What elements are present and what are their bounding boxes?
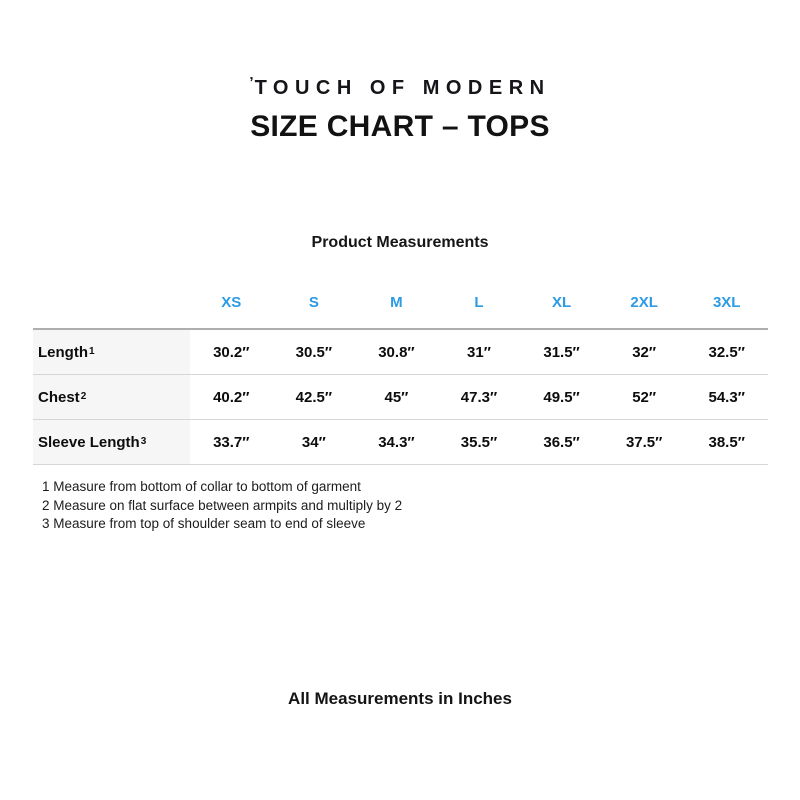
header-cell-m: M: [390, 293, 403, 311]
cell-chest-m: 45″: [384, 388, 409, 406]
size-table: XS S M L XL 2XL 3XL Length 1 30.2″ 30.5″ …: [33, 291, 768, 465]
header-cell-2xl: 2XL: [630, 293, 658, 311]
brand-logo: ’TOUCH OF MODERN: [0, 70, 800, 101]
row-label-text: Length: [38, 343, 88, 361]
logo-mark-icon: ’: [249, 74, 254, 91]
header-cell-xs: XS: [221, 293, 242, 311]
cell-length-l: 31″: [467, 343, 491, 361]
cell-length-s: 30.5″: [295, 343, 333, 361]
table-row-length: Length 1 30.2″ 30.5″ 30.8″ 31″ 31.5″ 32″ …: [33, 330, 768, 375]
cell-chest-xl: 49.5″: [543, 388, 580, 406]
header-cell-3xl: 3XL: [712, 293, 741, 311]
cell-chest-3xl: 54.3″: [708, 388, 745, 406]
cell-sleeve-2xl: 37.5″: [625, 433, 663, 451]
row-label-text: Chest: [38, 388, 80, 406]
footnote-line-1: 1 Measure from bottom of collar to botto…: [42, 479, 361, 494]
cell-sleeve-m: 34.3″: [378, 433, 415, 451]
row-label-length: Length 1: [33, 330, 190, 374]
size-table-body: Length 1 30.2″ 30.5″ 30.8″ 31″ 31.5″ 32″ …: [33, 328, 768, 465]
cell-sleeve-s: 34″: [301, 433, 326, 451]
units-note: All Measurements in Inches: [288, 689, 512, 708]
cell-sleeve-l: 35.5″: [460, 433, 498, 451]
cell-length-xs: 30.2″: [213, 343, 250, 361]
logo-text: TOUCH OF MODERN: [254, 77, 551, 99]
footnote-line-3: 3 Measure from top of shoulder seam to e…: [42, 516, 366, 531]
cell-sleeve-xl: 36.5″: [543, 433, 580, 451]
table-row-chest: Chest 2 40.2″ 42.5″ 45″ 47.3″ 49.5″ 52″ 5…: [33, 375, 768, 420]
cell-chest-xs: 40.2″: [213, 388, 250, 406]
cell-length-2xl: 32″: [632, 343, 657, 361]
header-cell-xl: XL: [551, 293, 572, 311]
header-cell-s: S: [308, 293, 319, 311]
cell-length-3xl: 32.5″: [708, 343, 745, 361]
row-label-text: Sleeve Length: [38, 433, 140, 451]
cell-chest-l: 47.3″: [460, 388, 498, 406]
header-cell-l: L: [474, 293, 484, 311]
size-table-header-row: XS S M L XL 2XL 3XL: [33, 291, 768, 313]
row-label-sleeve-length: Sleeve Length 3: [33, 420, 190, 464]
page-title: SIZE CHART – TOPS: [250, 110, 550, 143]
cell-sleeve-xs: 33.7″: [213, 433, 250, 451]
row-label-chest: Chest 2: [33, 375, 190, 419]
table-title: Product Measurements: [311, 234, 489, 251]
footnote-line-2: 2 Measure on flat surface between armpit…: [42, 497, 403, 513]
cell-chest-2xl: 52″: [632, 388, 657, 406]
cell-sleeve-3xl: 38.5″: [708, 433, 745, 451]
footnotes-block: 1 Measure from bottom of collar to botto…: [42, 478, 402, 534]
cell-chest-s: 42.5″: [295, 388, 333, 406]
cell-length-m: 30.8″: [378, 343, 415, 361]
table-row-sleeve-length: Sleeve Length 3 33.7″ 34″ 34.3″ 35.5″ 36.…: [33, 420, 768, 465]
cell-length-xl: 31.5″: [543, 343, 580, 361]
